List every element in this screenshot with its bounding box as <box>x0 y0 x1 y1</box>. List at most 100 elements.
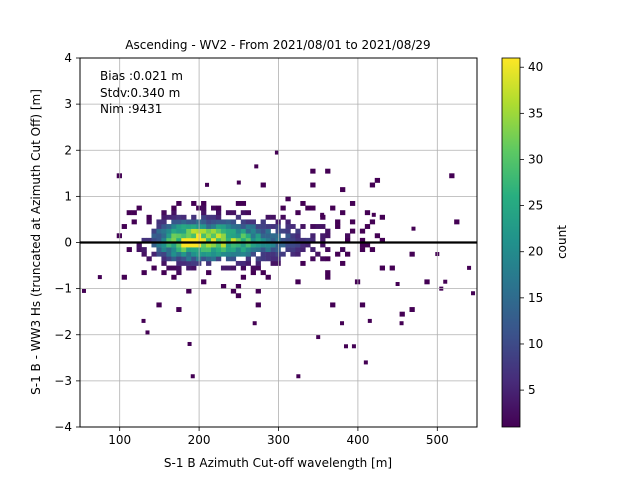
heatmap-cell <box>345 237 351 243</box>
heatmap-cell <box>300 200 306 206</box>
x-axis-ticks: 100 200 300 400 500 <box>108 427 449 447</box>
heatmap-cell <box>156 242 162 248</box>
heatmap-cell <box>320 214 326 220</box>
heatmap-cell <box>136 242 142 248</box>
heatmap-cell <box>220 233 227 239</box>
heatmap-cell <box>166 247 172 253</box>
heatmap-cell <box>280 228 286 234</box>
heatmap-cell <box>220 237 227 243</box>
heatmap-cell <box>250 270 256 276</box>
heatmap-cell <box>250 233 256 239</box>
heatmap-cell <box>399 321 404 326</box>
annotation-count: Nim :9431 <box>100 102 162 116</box>
heatmap-cell <box>240 237 247 243</box>
heatmap-cell <box>343 344 348 349</box>
heatmap-cell <box>225 219 232 225</box>
heatmap-cell <box>206 233 212 239</box>
heatmap-cell <box>330 302 336 308</box>
heatmap-cell <box>340 260 346 266</box>
heatmap-cell <box>151 228 157 234</box>
heatmap-cell <box>97 275 102 280</box>
heatmap-cell <box>191 219 197 225</box>
heatmap-cell <box>290 251 296 257</box>
heatmap-cell <box>176 233 182 239</box>
heatmap-cell <box>260 228 266 234</box>
heatmap-cell <box>240 251 247 257</box>
heatmap-cell <box>191 228 197 234</box>
heatmap-cell <box>315 251 321 257</box>
heatmap-cell <box>285 196 291 202</box>
colorbar <box>501 57 521 428</box>
heatmap-cell <box>161 256 167 262</box>
heatmap-cell <box>181 228 187 234</box>
heatmap-cell <box>325 247 331 253</box>
heatmap-cell <box>252 321 257 326</box>
colorbar-tick-label: 40 <box>528 60 543 74</box>
heatmap-cell <box>335 251 341 257</box>
heatmap-cell <box>250 228 256 234</box>
heatmap-cell <box>191 242 197 248</box>
heatmap-cell <box>201 233 207 239</box>
heatmap-cell <box>156 233 162 239</box>
heatmap-cell <box>171 214 177 220</box>
heatmap-cell <box>206 247 212 253</box>
heatmap-cell <box>141 247 147 253</box>
heatmap-cell <box>186 265 192 271</box>
heatmap-cell <box>325 270 331 276</box>
heatmap-cell <box>121 274 127 280</box>
heatmap-cell <box>176 228 182 234</box>
heatmap-cell <box>305 205 311 211</box>
heatmap-cell <box>211 237 217 243</box>
heatmap-cell <box>161 224 167 229</box>
heatmap-cell <box>310 233 316 239</box>
heatmap-cell <box>369 219 376 225</box>
heatmap-cell <box>379 265 385 271</box>
annotation-stdv: Stdv:0.340 m <box>100 86 180 100</box>
colorbar-label: count <box>555 225 569 259</box>
heatmap-cell <box>235 233 242 239</box>
heatmap-cell <box>176 265 182 271</box>
heatmap-cell <box>265 237 271 243</box>
y-axis-label: S-1 B - WW3 Hs (truncated at Azimuth Cut… <box>29 89 43 395</box>
heatmap-cell <box>270 251 276 257</box>
heatmap-cell <box>186 228 192 234</box>
heatmap-cell <box>230 256 237 262</box>
heatmap-cell <box>270 233 276 239</box>
heatmap-cell <box>280 242 286 248</box>
y-tick-label: −3 <box>54 374 72 388</box>
heatmap-cell <box>191 247 197 253</box>
heatmap-cell <box>280 205 286 211</box>
heatmap-cell <box>206 256 212 262</box>
heatmap-cell <box>211 233 217 239</box>
heatmap-cell <box>285 219 291 225</box>
heatmap-cell <box>186 251 192 257</box>
heatmap-cell <box>345 251 351 257</box>
heatmap-cell <box>176 260 182 266</box>
heatmap-cell <box>374 177 381 183</box>
heatmap-cell <box>206 214 212 220</box>
heatmap-cell <box>240 219 247 225</box>
heatmap-cell <box>260 242 266 248</box>
heatmap-cell <box>171 205 177 211</box>
heatmap-cell <box>215 219 222 225</box>
heatmap-cell <box>166 214 172 220</box>
heatmap-cell <box>280 214 286 220</box>
heatmap-cell <box>181 242 187 248</box>
heatmap-cell <box>285 247 291 253</box>
heatmap-cell <box>220 219 227 225</box>
heatmap-cell <box>265 214 271 220</box>
heatmap-cell <box>245 242 252 248</box>
heatmap-cell <box>121 224 127 229</box>
heatmap-cell <box>201 228 207 234</box>
heatmap-cell <box>156 251 162 257</box>
heatmap-cell <box>235 200 242 206</box>
heatmap-cell <box>141 318 146 323</box>
heatmap-cell <box>206 260 212 266</box>
heatmap-cell <box>176 224 182 229</box>
heatmap-cell <box>250 247 256 253</box>
heatmap-cell <box>215 242 222 248</box>
heatmap-cell <box>409 307 415 312</box>
heatmap-cell <box>285 242 291 248</box>
heatmap-cell <box>225 210 232 216</box>
heatmap-cell <box>240 228 247 234</box>
